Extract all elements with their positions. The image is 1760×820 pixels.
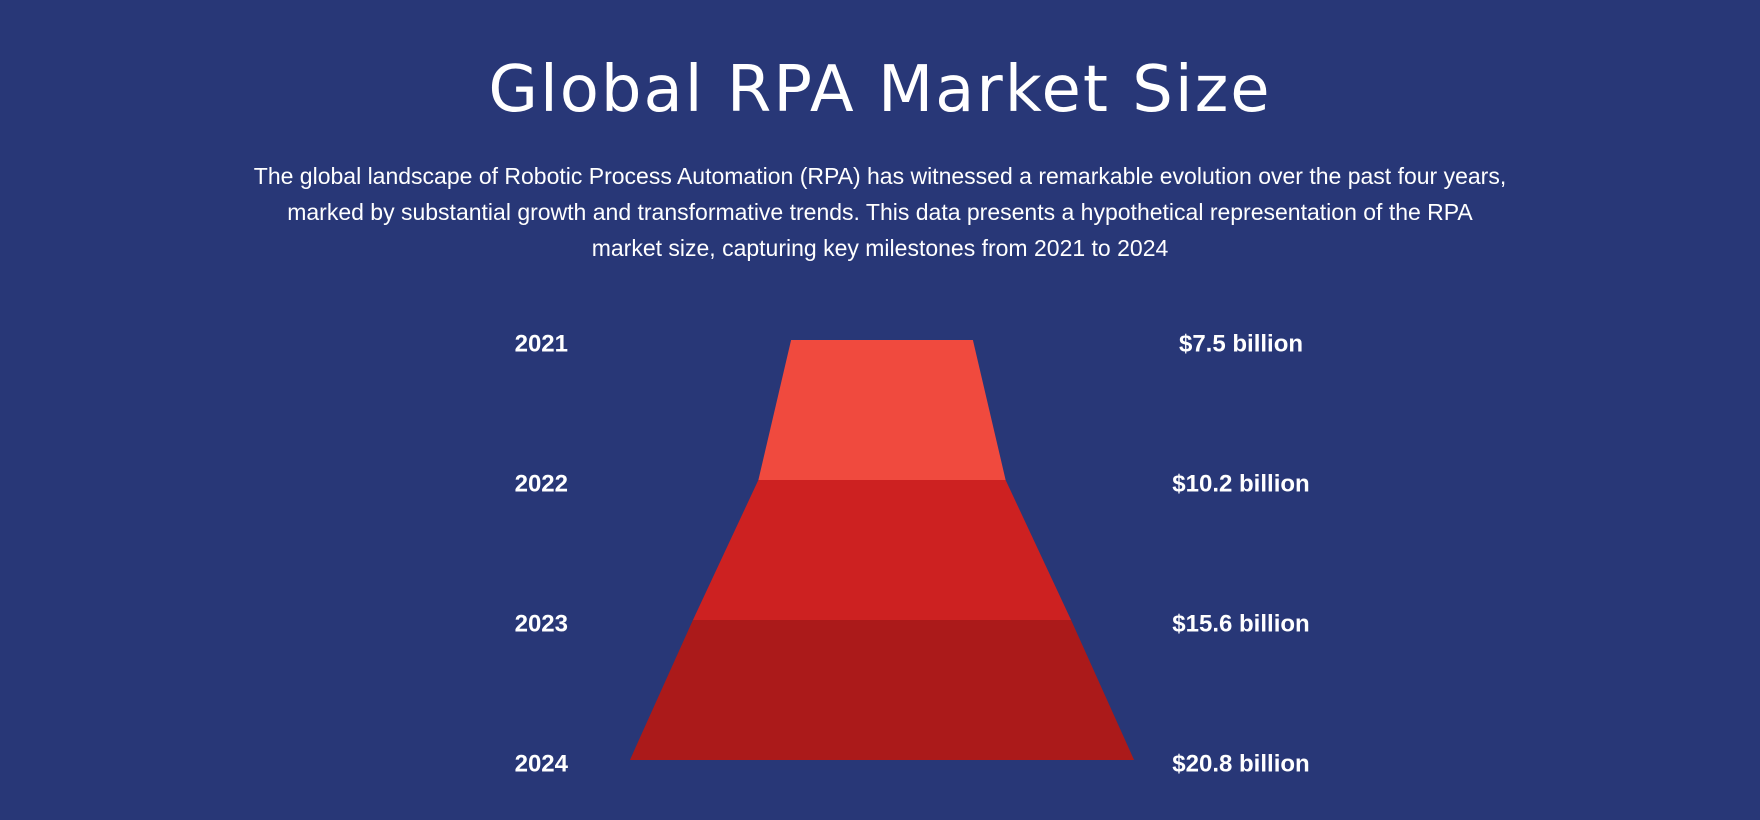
funnel-segment-2022-2023 bbox=[692, 480, 1072, 620]
page-title: Global RPA Market Size bbox=[488, 53, 1272, 127]
description-text: The global landscape of Robotic Process … bbox=[253, 163, 1507, 261]
value-label-2024: $20.8 billion bbox=[1172, 750, 1309, 777]
funnel-segment-2021-2022 bbox=[758, 340, 1006, 480]
funnel-segment-2023-2024 bbox=[629, 620, 1135, 760]
year-label-2024: 2024 bbox=[515, 750, 569, 777]
year-label-2023: 2023 bbox=[515, 610, 568, 637]
year-label-2022: 2022 bbox=[515, 470, 568, 497]
year-label-2021: 2021 bbox=[515, 330, 568, 357]
value-label-2022: $10.2 billion bbox=[1172, 470, 1309, 497]
value-label-2021: $7.5 billion bbox=[1179, 330, 1303, 357]
value-label-2023: $15.6 billion bbox=[1172, 610, 1309, 637]
